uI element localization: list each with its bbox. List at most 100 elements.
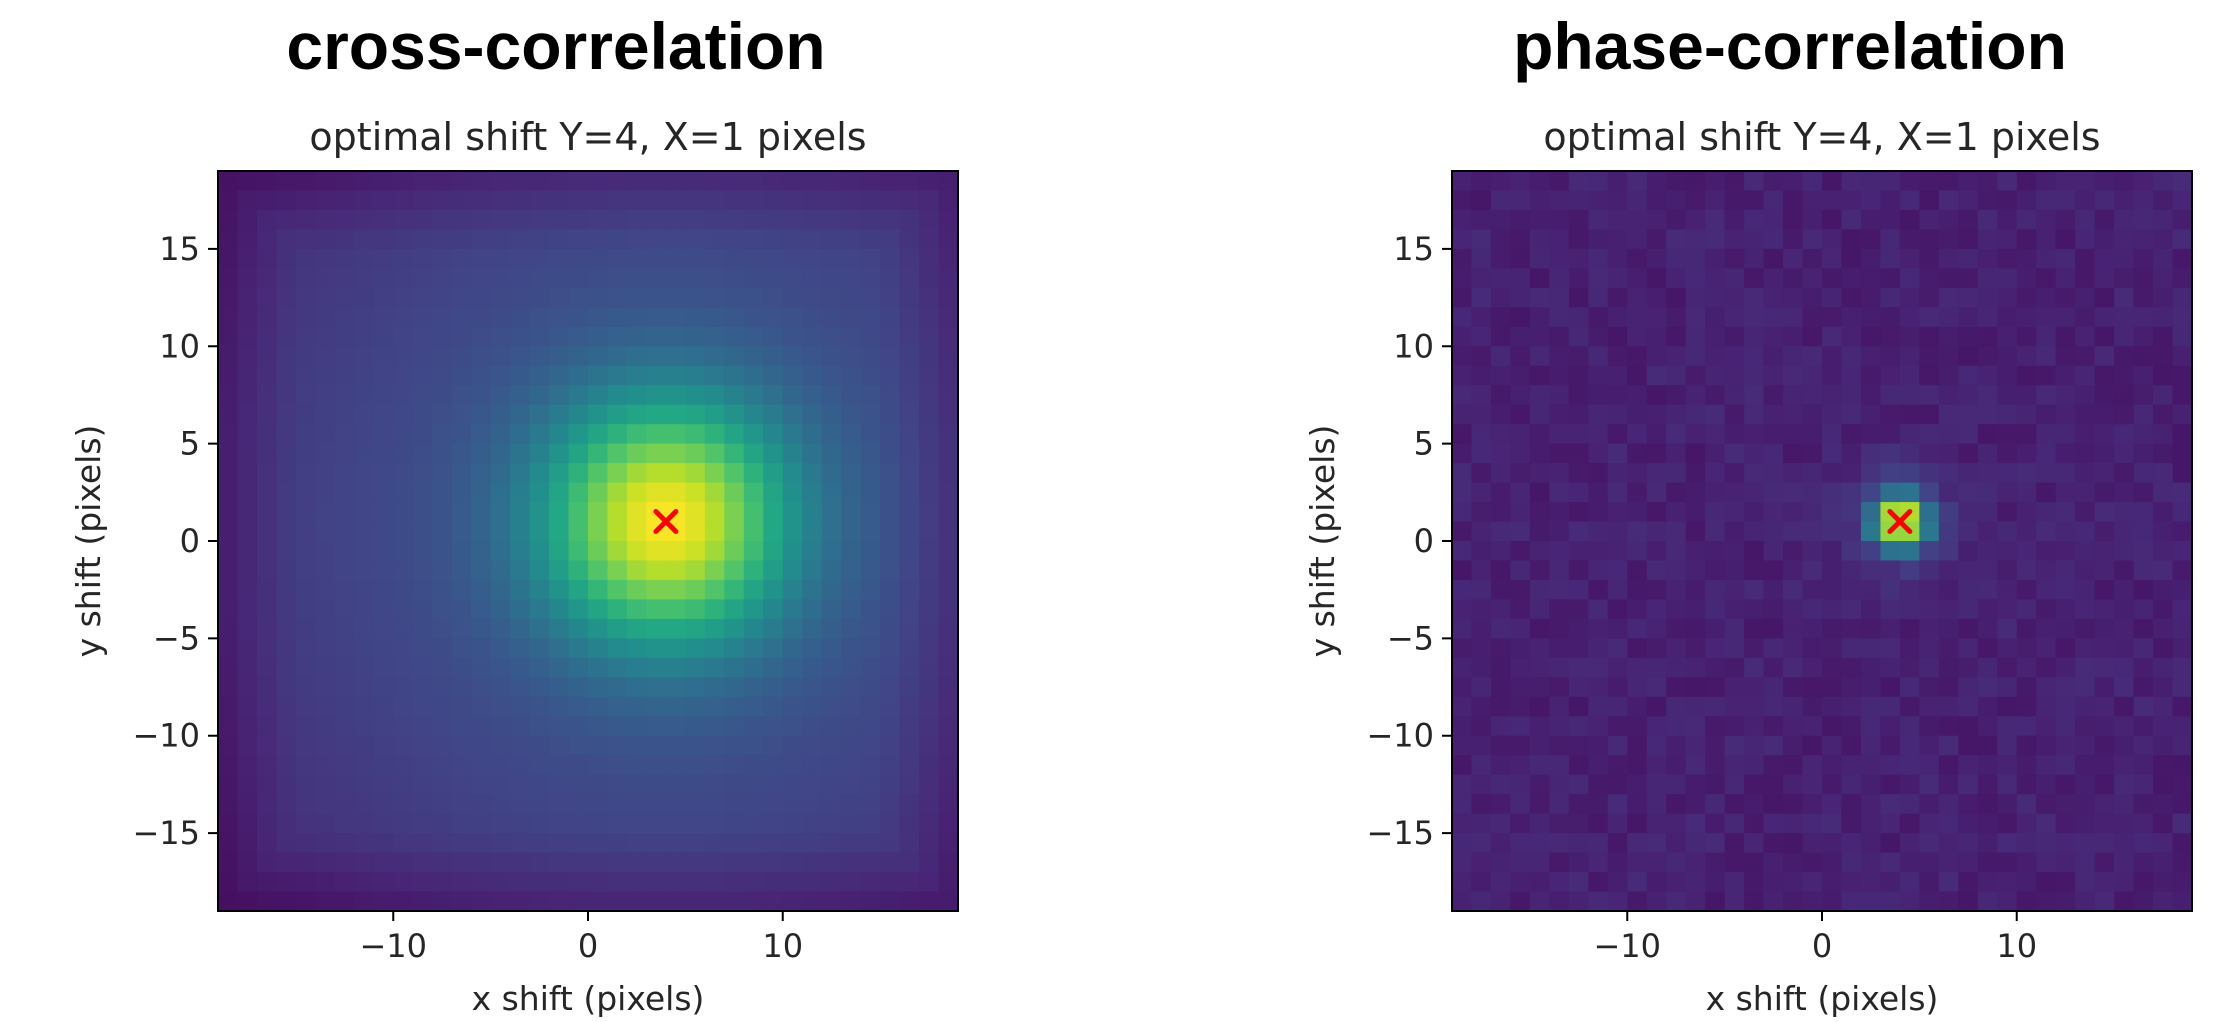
heatmap-cell [373,755,394,776]
heatmap-cell [704,443,725,464]
heatmap-cell [2055,482,2076,503]
heatmap-cell [2094,638,2115,659]
heatmap-cell [1685,755,1706,776]
heatmap-cell [334,521,355,542]
heatmap-cell [821,677,842,698]
heatmap-cell [510,521,531,542]
heatmap-cell [471,268,492,289]
heatmap-cell [334,307,355,328]
heatmap-cell [1549,385,1570,406]
heatmap-cell [1783,190,1804,211]
heatmap-cell [1724,638,1745,659]
heatmap-cell [724,677,745,698]
heatmap-cell [821,541,842,562]
heatmap-cell [2172,268,2193,289]
heatmap-cell [2075,385,2096,406]
heatmap-cell [529,268,550,289]
heatmap-cell [218,618,239,639]
heatmap-cell [529,560,550,581]
heatmap-cell [1919,599,1940,620]
heatmap-cell [471,365,492,386]
heatmap-cell [1724,502,1745,523]
heatmap-cell [1607,560,1628,581]
heatmap-cell [1705,735,1726,756]
heatmap-cell [1588,541,1609,562]
heatmap-cell [880,716,901,737]
heatmap-cell [237,171,258,192]
heatmap-cell [568,229,589,250]
heatmap-cell [1607,287,1628,308]
heatmap-cell [880,443,901,464]
heatmap-cell [2036,657,2057,678]
heatmap-cell [1588,385,1609,406]
heatmap-cell [1510,852,1531,873]
heatmap-cell [1666,268,1687,289]
heatmap-cell [2172,599,2193,620]
heatmap-cell [2036,326,2057,347]
heatmap-cell [2016,424,2037,445]
heatmap-cell [1568,287,1589,308]
heatmap-cell [1646,696,1667,717]
heatmap-cell [1977,463,1998,484]
heatmap-cell [2016,287,2037,308]
heatmap-cell [1490,346,1512,367]
heatmap-cell [568,813,589,834]
heatmap-cell [1783,521,1804,542]
heatmap-cell [1744,346,1765,367]
heatmap-cell [237,326,258,347]
heatmap-cell [1490,560,1512,581]
heatmap-cell [510,560,531,581]
heatmap-cell [373,735,394,756]
heatmap-cell [1666,521,1687,542]
heatmap-cell [1977,560,1998,581]
heatmap-cell [1860,521,1882,542]
heatmap-cell [724,618,745,639]
heatmap-cell [899,463,920,484]
heatmap-cell [393,716,414,737]
heatmap-cell [1783,735,1804,756]
heatmap-cell [1724,735,1745,756]
heatmap-cell [373,209,394,231]
heatmap-cell [821,735,842,756]
heatmap-cell [1666,774,1687,795]
heatmap-cell [373,891,394,912]
heatmap-cell [393,813,414,834]
heatmap-cell [1724,657,1745,678]
heatmap-cell [1997,190,2018,211]
heatmap-cell [919,346,940,367]
heatmap-cell [1841,560,1862,581]
heatmap-cell [782,774,803,795]
heatmap-cell [276,541,297,562]
heatmap-cell [393,463,414,484]
heatmap-cell [373,579,394,601]
heatmap-cell [354,190,375,211]
heatmap-cell [373,872,394,893]
heatmap-cell [646,346,667,367]
heatmap-cell [315,579,336,601]
heatmap-cell [237,774,258,795]
heatmap-cell [237,638,258,659]
heatmap-cell [295,813,316,834]
heatmap-cell [821,872,842,893]
heatmap-cell [704,326,725,347]
heatmap-cell [763,326,784,347]
heatmap-cell [588,716,609,737]
heatmap-cell [354,229,375,250]
heatmap-cell [1685,833,1706,854]
heatmap-cell [2055,716,2076,737]
heatmap-cell [1802,268,1823,289]
heatmap-cell [1705,268,1726,289]
heatmap-cell [2153,268,2174,289]
heatmap-cell [315,521,336,542]
heatmap-cell [1646,229,1667,250]
heatmap-cell [334,657,355,678]
heatmap-cell [471,677,492,698]
heatmap-cell [782,891,803,912]
heatmap-cell [1685,716,1706,737]
heatmap-cell [1607,813,1628,834]
heatmap-cell [2153,716,2174,737]
heatmap-cell [919,443,940,464]
heatmap-cell [529,716,550,737]
heatmap-cell [821,794,842,815]
heatmap-cell [1627,268,1648,289]
